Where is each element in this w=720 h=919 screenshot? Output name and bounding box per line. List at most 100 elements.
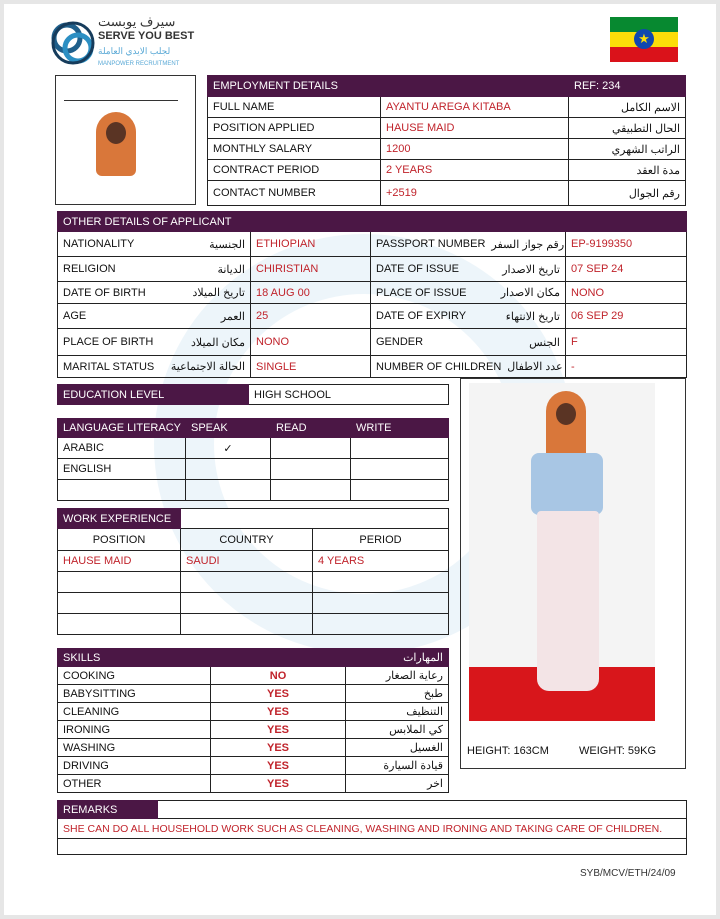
label-cell: PLACE OF BIRTH مكان الميلاد bbox=[57, 328, 251, 356]
value-contract: 2 YEARS bbox=[380, 159, 569, 181]
header-blank bbox=[180, 508, 449, 529]
label-cell: GENDER الجنس bbox=[370, 328, 566, 356]
label: NUMBER OF CHILDREN bbox=[376, 360, 502, 373]
header-blank bbox=[157, 800, 687, 819]
full-body-photo bbox=[469, 383, 655, 721]
cell bbox=[57, 613, 181, 635]
value: NONO bbox=[565, 281, 687, 304]
label-pair: DATE OF ISSUE تاريخ الاصدار bbox=[376, 263, 560, 276]
skill-label-ar: الغسيل bbox=[345, 738, 449, 757]
label-pair: DATE OF BIRTH تاريخ الميلاد bbox=[63, 286, 245, 300]
label-ar: الجنسية bbox=[209, 238, 245, 251]
label: DATE OF EXPIRY bbox=[376, 310, 467, 322]
label-ar: الاسم الكامل bbox=[568, 96, 686, 118]
cell bbox=[180, 571, 313, 593]
column-header: LANGUAGE LITERACY bbox=[57, 418, 186, 438]
label-cell: MARITAL STATUS الحالة الاجتماعية bbox=[57, 355, 251, 378]
label-ar: الجنس bbox=[529, 336, 560, 349]
skill-value: YES bbox=[210, 738, 346, 757]
table-row bbox=[57, 592, 449, 614]
logo-knot-icon bbox=[51, 21, 95, 65]
cell bbox=[57, 592, 181, 614]
education-label: EDUCATION LEVEL bbox=[57, 384, 249, 405]
cell bbox=[350, 479, 449, 501]
value-contact: +2519 bbox=[380, 180, 569, 206]
column-header: READ bbox=[270, 418, 351, 438]
logo-arabic: سيرف يوبست bbox=[98, 14, 176, 29]
label-cell: PASSPORT NUMBER رقم جواز السفر bbox=[370, 231, 566, 257]
skill-label: BABYSITTING bbox=[57, 684, 211, 703]
table-row: ARABIC ✓ bbox=[57, 437, 449, 459]
label-cell: AGE العمر bbox=[57, 303, 251, 329]
value: ETHIOPIAN bbox=[250, 231, 371, 257]
document-code: SYB/MCV/ETH/24/09 bbox=[580, 868, 676, 879]
label: NATIONALITY bbox=[63, 238, 135, 250]
cell: ENGLISH bbox=[57, 458, 186, 480]
table-row bbox=[57, 613, 449, 635]
cell bbox=[57, 571, 181, 593]
table-row: NATIONALITY الجنسية ETHIOPIAN PASSPORT NUMB… bbox=[57, 231, 687, 257]
label-ar: رقم جواز السفر bbox=[491, 238, 565, 251]
label-ar: مكان الميلاد bbox=[190, 336, 245, 349]
label-ar: الراتب الشهري bbox=[568, 138, 686, 160]
cell: ARABIC bbox=[57, 437, 186, 459]
table-row: RELIGION الديانة CHIRISTIAN DATE OF ISSUE تا… bbox=[57, 256, 687, 282]
cv-page: سيرف يوبست SERVE YOU BEST لجلب الايدي ال… bbox=[4, 4, 716, 915]
table-row: ENGLISH bbox=[57, 458, 449, 480]
logo-sub: MANPOWER RECRUITMENT bbox=[98, 61, 180, 67]
skill-label: OTHER bbox=[57, 774, 211, 793]
table-row: BABYSITTING YES طبخ bbox=[57, 684, 449, 703]
logo-arabic-sub: لجلب الايدي العاملة bbox=[98, 46, 171, 56]
column-header: PERIOD bbox=[312, 528, 449, 551]
label-pair: PLACE OF BIRTH مكان الميلاد bbox=[63, 336, 245, 349]
skill-value: YES bbox=[210, 756, 346, 775]
table-row: DATE OF BIRTH تاريخ الميلاد 18 AUG 00 PLACE… bbox=[57, 281, 687, 304]
label: PLACE OF BIRTH bbox=[63, 336, 154, 348]
label-pair: RELIGION الديانة bbox=[63, 263, 245, 276]
label-cell: PLACE OF ISSUE مكان الاصدار bbox=[370, 281, 566, 304]
label-cell: DATE OF EXPIRY تاريخ الانتهاء bbox=[370, 303, 566, 329]
label-pair: GENDER الجنس bbox=[376, 336, 560, 349]
label-cell: RELIGION الديانة bbox=[57, 256, 251, 282]
cell bbox=[185, 458, 271, 480]
cell bbox=[312, 613, 449, 635]
table-row bbox=[57, 479, 449, 501]
work-title: WORK EXPERIENCE bbox=[57, 508, 181, 529]
label-ar: رقم الجوال bbox=[568, 180, 686, 206]
label-ar: الحالة الاجتماعية bbox=[170, 361, 245, 373]
table-row: PLACE OF BIRTH مكان الميلاد NONO GENDER الجن… bbox=[57, 328, 687, 356]
value: 07 SEP 24 bbox=[565, 256, 687, 282]
label-pair: AGE العمر bbox=[63, 310, 245, 323]
education-table: EDUCATION LEVEL HIGH SCHOOL bbox=[57, 384, 449, 405]
skill-label-ar: التنظيف bbox=[345, 702, 449, 721]
value: SINGLE bbox=[250, 355, 371, 378]
skill-label-ar: كي الملابس bbox=[345, 720, 449, 739]
label: PASSPORT NUMBER bbox=[376, 238, 486, 250]
label: FULL NAME bbox=[207, 96, 381, 118]
column-header: POSITION bbox=[57, 528, 181, 551]
value: 18 AUG 00 bbox=[250, 281, 371, 304]
value: 25 bbox=[250, 303, 371, 329]
value-position: HAUSE MAID bbox=[380, 117, 569, 139]
table-row: COOKING NO رعاية الصغار bbox=[57, 666, 449, 685]
company-logo: سيرف يوبست SERVE YOU BEST لجلب الايدي ال… bbox=[50, 14, 200, 74]
skill-value: NO bbox=[210, 666, 346, 685]
employment-title: EMPLOYMENT DETAILS bbox=[207, 75, 569, 97]
value: CHIRISTIAN bbox=[250, 256, 371, 282]
employment-details-table: EMPLOYMENT DETAILS REF: 234 FULL NAME AYAN… bbox=[207, 75, 686, 206]
label-pair: PLACE OF ISSUE مكان الاصدار bbox=[376, 286, 560, 300]
table-row: HAUSE MAID SAUDI 4 YEARS bbox=[57, 550, 449, 572]
cell bbox=[270, 479, 351, 501]
column-header: WRITE bbox=[350, 418, 449, 438]
cell bbox=[350, 458, 449, 480]
ref-number: REF: 234 bbox=[568, 75, 686, 97]
skills-title: SKILLS bbox=[57, 648, 346, 667]
value: 06 SEP 29 bbox=[565, 303, 687, 329]
table-row: AGE العمر 25 DATE OF EXPIRY تاريخ الانتهاء 06… bbox=[57, 303, 687, 329]
label-cell: NATIONALITY الجنسية bbox=[57, 231, 251, 257]
cell bbox=[180, 592, 313, 614]
skill-value: YES bbox=[210, 774, 346, 793]
full-body-photo-frame: HEIGHT: 163CM WEIGHT: 59KG bbox=[460, 378, 686, 769]
label-ar: مكان الاصدار bbox=[500, 287, 560, 299]
cell bbox=[180, 613, 313, 635]
